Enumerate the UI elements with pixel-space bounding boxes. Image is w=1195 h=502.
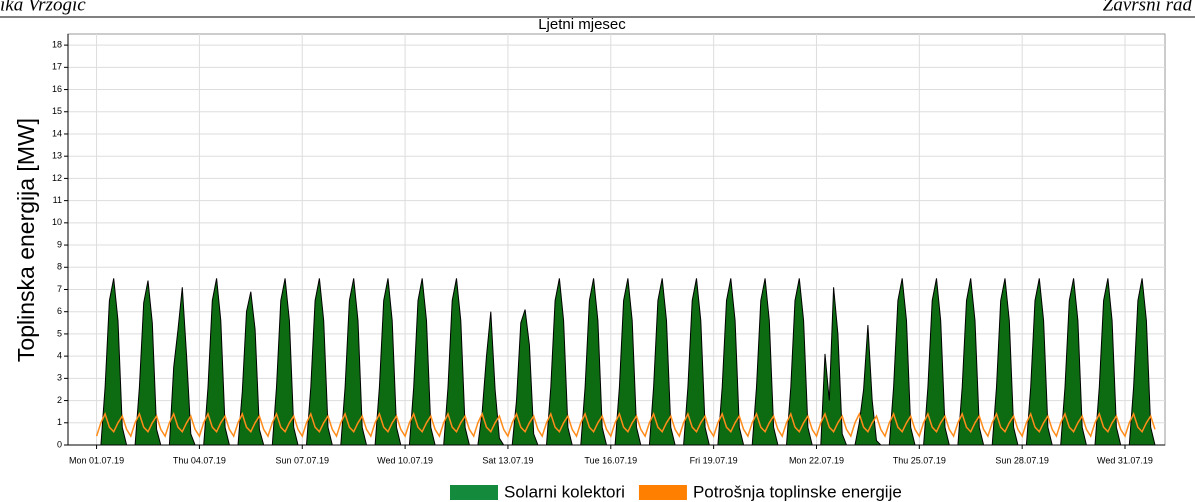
y-tick-label: 5 [57, 328, 62, 338]
x-tick-label: Thu 25.07.19 [893, 455, 946, 465]
x-tick-label: Wed 31.07.19 [1097, 455, 1153, 465]
x-tick-label: Sat 13.07.19 [482, 455, 533, 465]
legend-swatch [450, 485, 498, 500]
y-tick-label: 7 [57, 284, 62, 294]
y-tick-label: 0 [57, 439, 62, 449]
x-tick-label: Sun 28.07.19 [995, 455, 1049, 465]
y-tick-label: 18 [52, 39, 62, 49]
x-tick-label: Sun 07.07.19 [275, 455, 329, 465]
chart-title: Ljetni mjesec [538, 16, 626, 33]
area [96, 278, 1156, 446]
y-tick-label: 13 [52, 151, 62, 161]
header-right: Završni rad [1103, 0, 1193, 15]
y-tick-label: 12 [52, 173, 62, 183]
y-tick-label: 3 [57, 373, 62, 383]
y-tick-label: 4 [57, 351, 62, 361]
legend-label: Solarni kolektori [504, 482, 625, 501]
y-tick-label: 1 [57, 417, 62, 427]
y-tick-label: 17 [52, 62, 62, 72]
y-tick-label: 2 [57, 395, 62, 405]
legend-swatch [638, 485, 687, 500]
y-tick-label: 9 [57, 239, 62, 249]
x-tick-label: Thu 04.07.19 [173, 455, 226, 465]
line [95, 411, 1156, 438]
x-tick-label: Tue 16.07.19 [584, 455, 637, 465]
y-tick-label: 6 [57, 306, 62, 316]
y-tick-label: 11 [53, 195, 62, 205]
header-left: ika Vrzogić [0, 0, 86, 15]
y-tick-label: 15 [52, 106, 62, 116]
legend-label: Potrošnja toplinske energije [693, 482, 902, 501]
y-tick-label: 16 [52, 84, 62, 94]
x-tick-label: Fri 19.07.19 [690, 455, 738, 465]
x-tick-label: Mon 01.07.19 [69, 455, 124, 465]
y-tick-label: 14 [52, 128, 62, 138]
x-tick-label: Mon 22.07.19 [789, 455, 844, 465]
y-tick-label: 8 [57, 262, 62, 272]
y-axis-label: Toplinska energija [MW] [13, 118, 39, 362]
x-tick-label: Wed 10.07.19 [377, 455, 433, 465]
y-tick-label: 10 [52, 217, 62, 227]
